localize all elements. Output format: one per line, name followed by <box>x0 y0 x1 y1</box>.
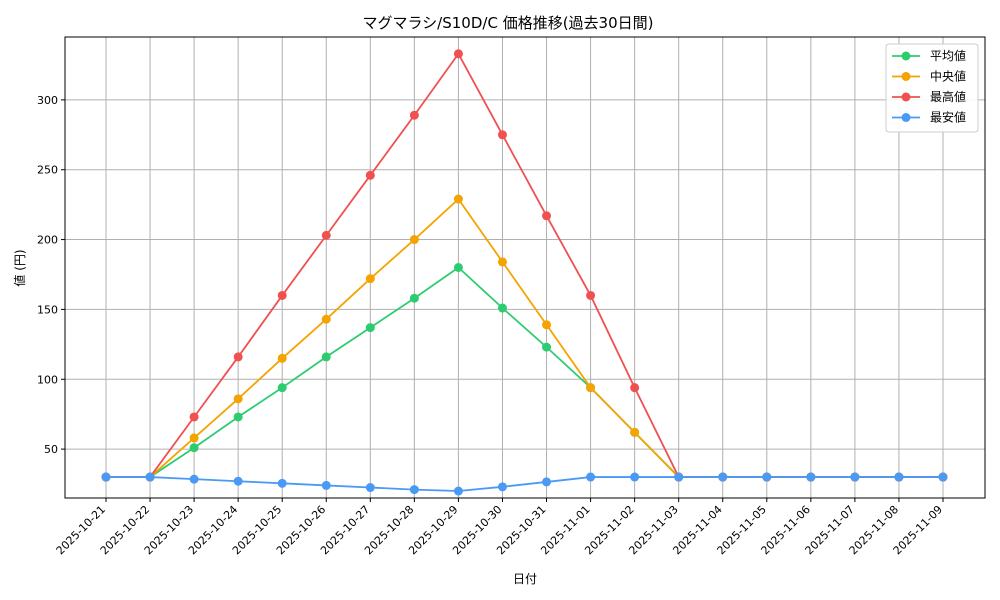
data-point <box>409 110 419 120</box>
data-point <box>586 472 596 482</box>
data-point <box>718 472 728 482</box>
series-group <box>101 49 948 496</box>
data-point <box>101 472 111 482</box>
legend-label: 平均値 <box>930 48 966 63</box>
data-point <box>674 472 684 482</box>
data-point <box>365 170 375 180</box>
data-point <box>321 352 331 362</box>
data-point <box>409 293 419 303</box>
data-point <box>277 383 287 393</box>
data-point <box>277 353 287 363</box>
legend-label: 中央値 <box>930 69 966 84</box>
series-line <box>106 52 943 478</box>
y-tick-label: 300 <box>37 94 58 107</box>
y-tick-label: 150 <box>37 303 58 316</box>
data-point <box>630 383 640 393</box>
legend-marker <box>901 113 911 122</box>
data-point <box>277 478 287 488</box>
data-point <box>453 486 463 496</box>
data-point <box>542 320 552 330</box>
legend-marker <box>901 51 911 61</box>
data-point <box>321 480 331 490</box>
data-point <box>189 433 199 443</box>
data-point <box>409 235 419 245</box>
data-point <box>630 472 640 482</box>
legend-box <box>885 43 979 133</box>
data-point <box>806 472 816 482</box>
data-point <box>630 427 640 437</box>
data-point <box>497 257 507 267</box>
data-point <box>233 394 243 404</box>
data-point <box>233 412 243 422</box>
data-point <box>145 472 155 482</box>
data-point <box>409 485 419 495</box>
data-point <box>189 443 199 453</box>
y-axis: 50 100 150 200 250 300 <box>37 94 65 456</box>
data-point <box>542 477 552 487</box>
data-point <box>365 483 375 493</box>
y-tick-label: 100 <box>37 373 58 386</box>
data-point <box>497 130 507 140</box>
data-point <box>542 342 552 352</box>
data-point <box>542 211 552 221</box>
series-line <box>106 476 943 492</box>
data-point <box>938 472 948 482</box>
x-axis-label: 日付 <box>513 572 537 586</box>
data-point <box>233 476 243 486</box>
data-point <box>365 274 375 284</box>
y-axis-label: 値 (円) <box>12 249 27 286</box>
legend-marker <box>901 72 911 81</box>
data-point <box>453 194 463 204</box>
x-axis: 2025-10-212025-10-222025-10-232025-10-24… <box>54 498 945 557</box>
data-point <box>497 482 507 492</box>
legend-label: 最安値 <box>930 110 966 125</box>
data-point <box>277 290 287 300</box>
data-point <box>453 263 463 272</box>
data-point <box>497 303 507 313</box>
data-point <box>586 290 596 300</box>
plot-area <box>64 36 986 499</box>
data-point <box>233 352 243 362</box>
data-point <box>321 314 331 324</box>
chart-title: マグマラシ/S10D/C 価格推移(過去30日間) <box>362 14 653 32</box>
data-point <box>586 383 596 393</box>
data-point <box>189 412 199 422</box>
y-tick-label: 250 <box>37 164 58 177</box>
y-tick-label: 50 <box>44 443 58 456</box>
legend-marker <box>901 92 911 102</box>
data-point <box>894 472 904 482</box>
data-point <box>762 472 772 482</box>
legend-label: 最高値 <box>930 89 966 104</box>
data-point <box>189 474 199 484</box>
data-point <box>365 323 375 333</box>
data-point <box>453 49 463 59</box>
series-line <box>106 197 943 478</box>
data-point <box>850 472 860 482</box>
y-tick-label: 200 <box>37 234 58 247</box>
grid <box>65 37 985 498</box>
data-point <box>321 230 331 240</box>
series-line <box>106 266 943 478</box>
